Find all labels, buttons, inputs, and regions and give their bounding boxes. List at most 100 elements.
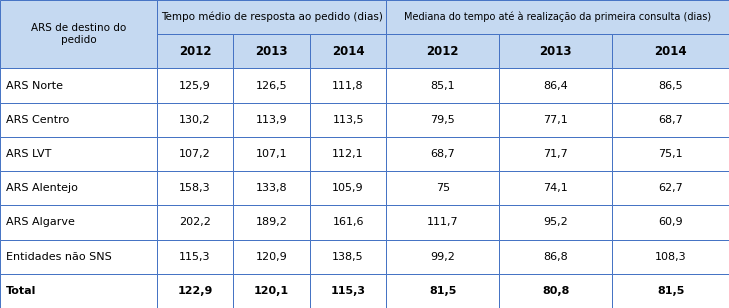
Text: 2013: 2013 <box>255 45 288 58</box>
Bar <box>233 240 310 274</box>
Text: ARS Centro: ARS Centro <box>6 115 69 125</box>
Text: ARS Norte: ARS Norte <box>6 81 63 91</box>
Bar <box>499 103 612 137</box>
Text: 133,8: 133,8 <box>256 183 287 193</box>
Text: 125,9: 125,9 <box>179 81 211 91</box>
Text: 161,6: 161,6 <box>332 217 364 227</box>
Text: 111,8: 111,8 <box>332 81 364 91</box>
Text: 120,9: 120,9 <box>256 252 287 262</box>
Bar <box>157 34 233 68</box>
Bar <box>386 171 499 205</box>
Text: ARS Alentejo: ARS Alentejo <box>6 183 78 193</box>
Bar <box>310 205 386 240</box>
Text: 113,9: 113,9 <box>256 115 287 125</box>
Bar <box>386 137 499 171</box>
Text: 112,1: 112,1 <box>332 149 364 159</box>
Text: Mediana do tempo até à realização da primeira consulta (dias): Mediana do tempo até à realização da pri… <box>404 12 712 22</box>
Bar <box>233 34 310 68</box>
Text: 79,5: 79,5 <box>431 115 455 125</box>
Bar <box>612 137 729 171</box>
Text: 2012: 2012 <box>426 45 459 58</box>
Bar <box>612 171 729 205</box>
Text: 85,1: 85,1 <box>431 81 455 91</box>
Bar <box>0 68 157 103</box>
Text: 108,3: 108,3 <box>655 252 687 262</box>
Bar <box>499 171 612 205</box>
Text: 99,2: 99,2 <box>430 252 456 262</box>
Text: 95,2: 95,2 <box>544 217 568 227</box>
Bar <box>233 68 310 103</box>
Bar <box>0 171 157 205</box>
Text: Total: Total <box>6 286 36 296</box>
Bar <box>310 34 386 68</box>
Text: 80,8: 80,8 <box>542 286 569 296</box>
Bar <box>499 205 612 240</box>
Text: 86,5: 86,5 <box>658 81 683 91</box>
Bar <box>233 137 310 171</box>
Text: 2014: 2014 <box>655 45 687 58</box>
Text: Tempo médio de resposta ao pedido (dias): Tempo médio de resposta ao pedido (dias) <box>160 12 383 22</box>
Text: ARS Algarve: ARS Algarve <box>6 217 74 227</box>
Bar <box>499 240 612 274</box>
Bar <box>612 68 729 103</box>
Bar <box>157 0 386 34</box>
Text: 60,9: 60,9 <box>658 217 683 227</box>
Text: 202,2: 202,2 <box>179 217 211 227</box>
Text: 107,2: 107,2 <box>179 149 211 159</box>
Text: 107,1: 107,1 <box>256 149 287 159</box>
Text: 113,5: 113,5 <box>332 115 364 125</box>
Bar <box>310 171 386 205</box>
Bar <box>386 205 499 240</box>
Bar <box>612 240 729 274</box>
Text: ARS de destino do
pedido: ARS de destino do pedido <box>31 23 126 45</box>
Bar <box>157 137 233 171</box>
Text: 81,5: 81,5 <box>657 286 685 296</box>
Bar <box>499 68 612 103</box>
Bar <box>157 240 233 274</box>
Text: 2012: 2012 <box>179 45 211 58</box>
Bar <box>233 205 310 240</box>
Text: 189,2: 189,2 <box>256 217 287 227</box>
Text: 2013: 2013 <box>539 45 572 58</box>
Bar <box>0 0 157 68</box>
Bar <box>310 137 386 171</box>
Bar <box>233 171 310 205</box>
Text: 130,2: 130,2 <box>179 115 211 125</box>
Bar <box>612 205 729 240</box>
Text: 138,5: 138,5 <box>332 252 364 262</box>
Text: Entidades não SNS: Entidades não SNS <box>6 252 112 262</box>
Text: 68,7: 68,7 <box>658 115 683 125</box>
Bar <box>386 68 499 103</box>
Bar <box>310 274 386 308</box>
Text: 68,7: 68,7 <box>431 149 455 159</box>
Bar <box>386 240 499 274</box>
Bar <box>0 274 157 308</box>
Bar <box>0 137 157 171</box>
Bar <box>499 137 612 171</box>
Text: 2014: 2014 <box>332 45 364 58</box>
Bar <box>233 274 310 308</box>
Bar <box>499 274 612 308</box>
Bar <box>386 274 499 308</box>
Bar <box>612 274 729 308</box>
Bar <box>310 240 386 274</box>
Text: 115,3: 115,3 <box>179 252 211 262</box>
Bar <box>386 34 499 68</box>
Bar <box>0 240 157 274</box>
Bar <box>386 0 729 34</box>
Bar <box>612 34 729 68</box>
Text: 75: 75 <box>436 183 450 193</box>
Text: 158,3: 158,3 <box>179 183 211 193</box>
Bar <box>499 34 612 68</box>
Bar <box>157 103 233 137</box>
Bar <box>0 205 157 240</box>
Text: 71,7: 71,7 <box>544 149 568 159</box>
Text: 120,1: 120,1 <box>254 286 289 296</box>
Bar <box>233 103 310 137</box>
Bar <box>310 103 386 137</box>
Bar <box>157 205 233 240</box>
Text: 86,4: 86,4 <box>544 81 568 91</box>
Bar <box>612 103 729 137</box>
Bar <box>386 103 499 137</box>
Text: 126,5: 126,5 <box>256 81 287 91</box>
